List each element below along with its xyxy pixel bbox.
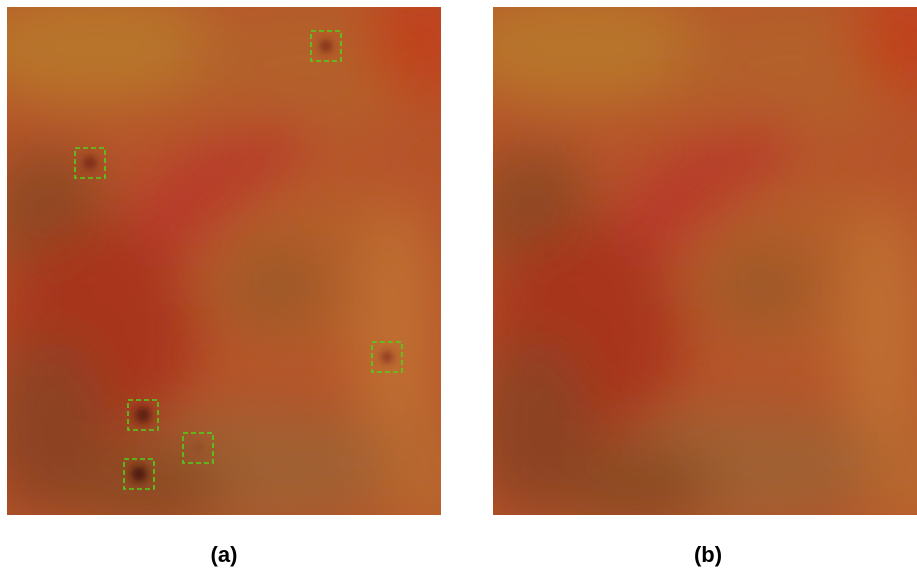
panel-b-image	[443, 0, 917, 537]
page: (a) (b) (() => { const data = JSON.parse…	[0, 0, 917, 576]
panel-label: (a)	[211, 542, 238, 567]
panel-a-image	[0, 0, 487, 537]
figure: (a) (b)	[0, 0, 917, 576]
panel-label: (b)	[694, 542, 722, 567]
